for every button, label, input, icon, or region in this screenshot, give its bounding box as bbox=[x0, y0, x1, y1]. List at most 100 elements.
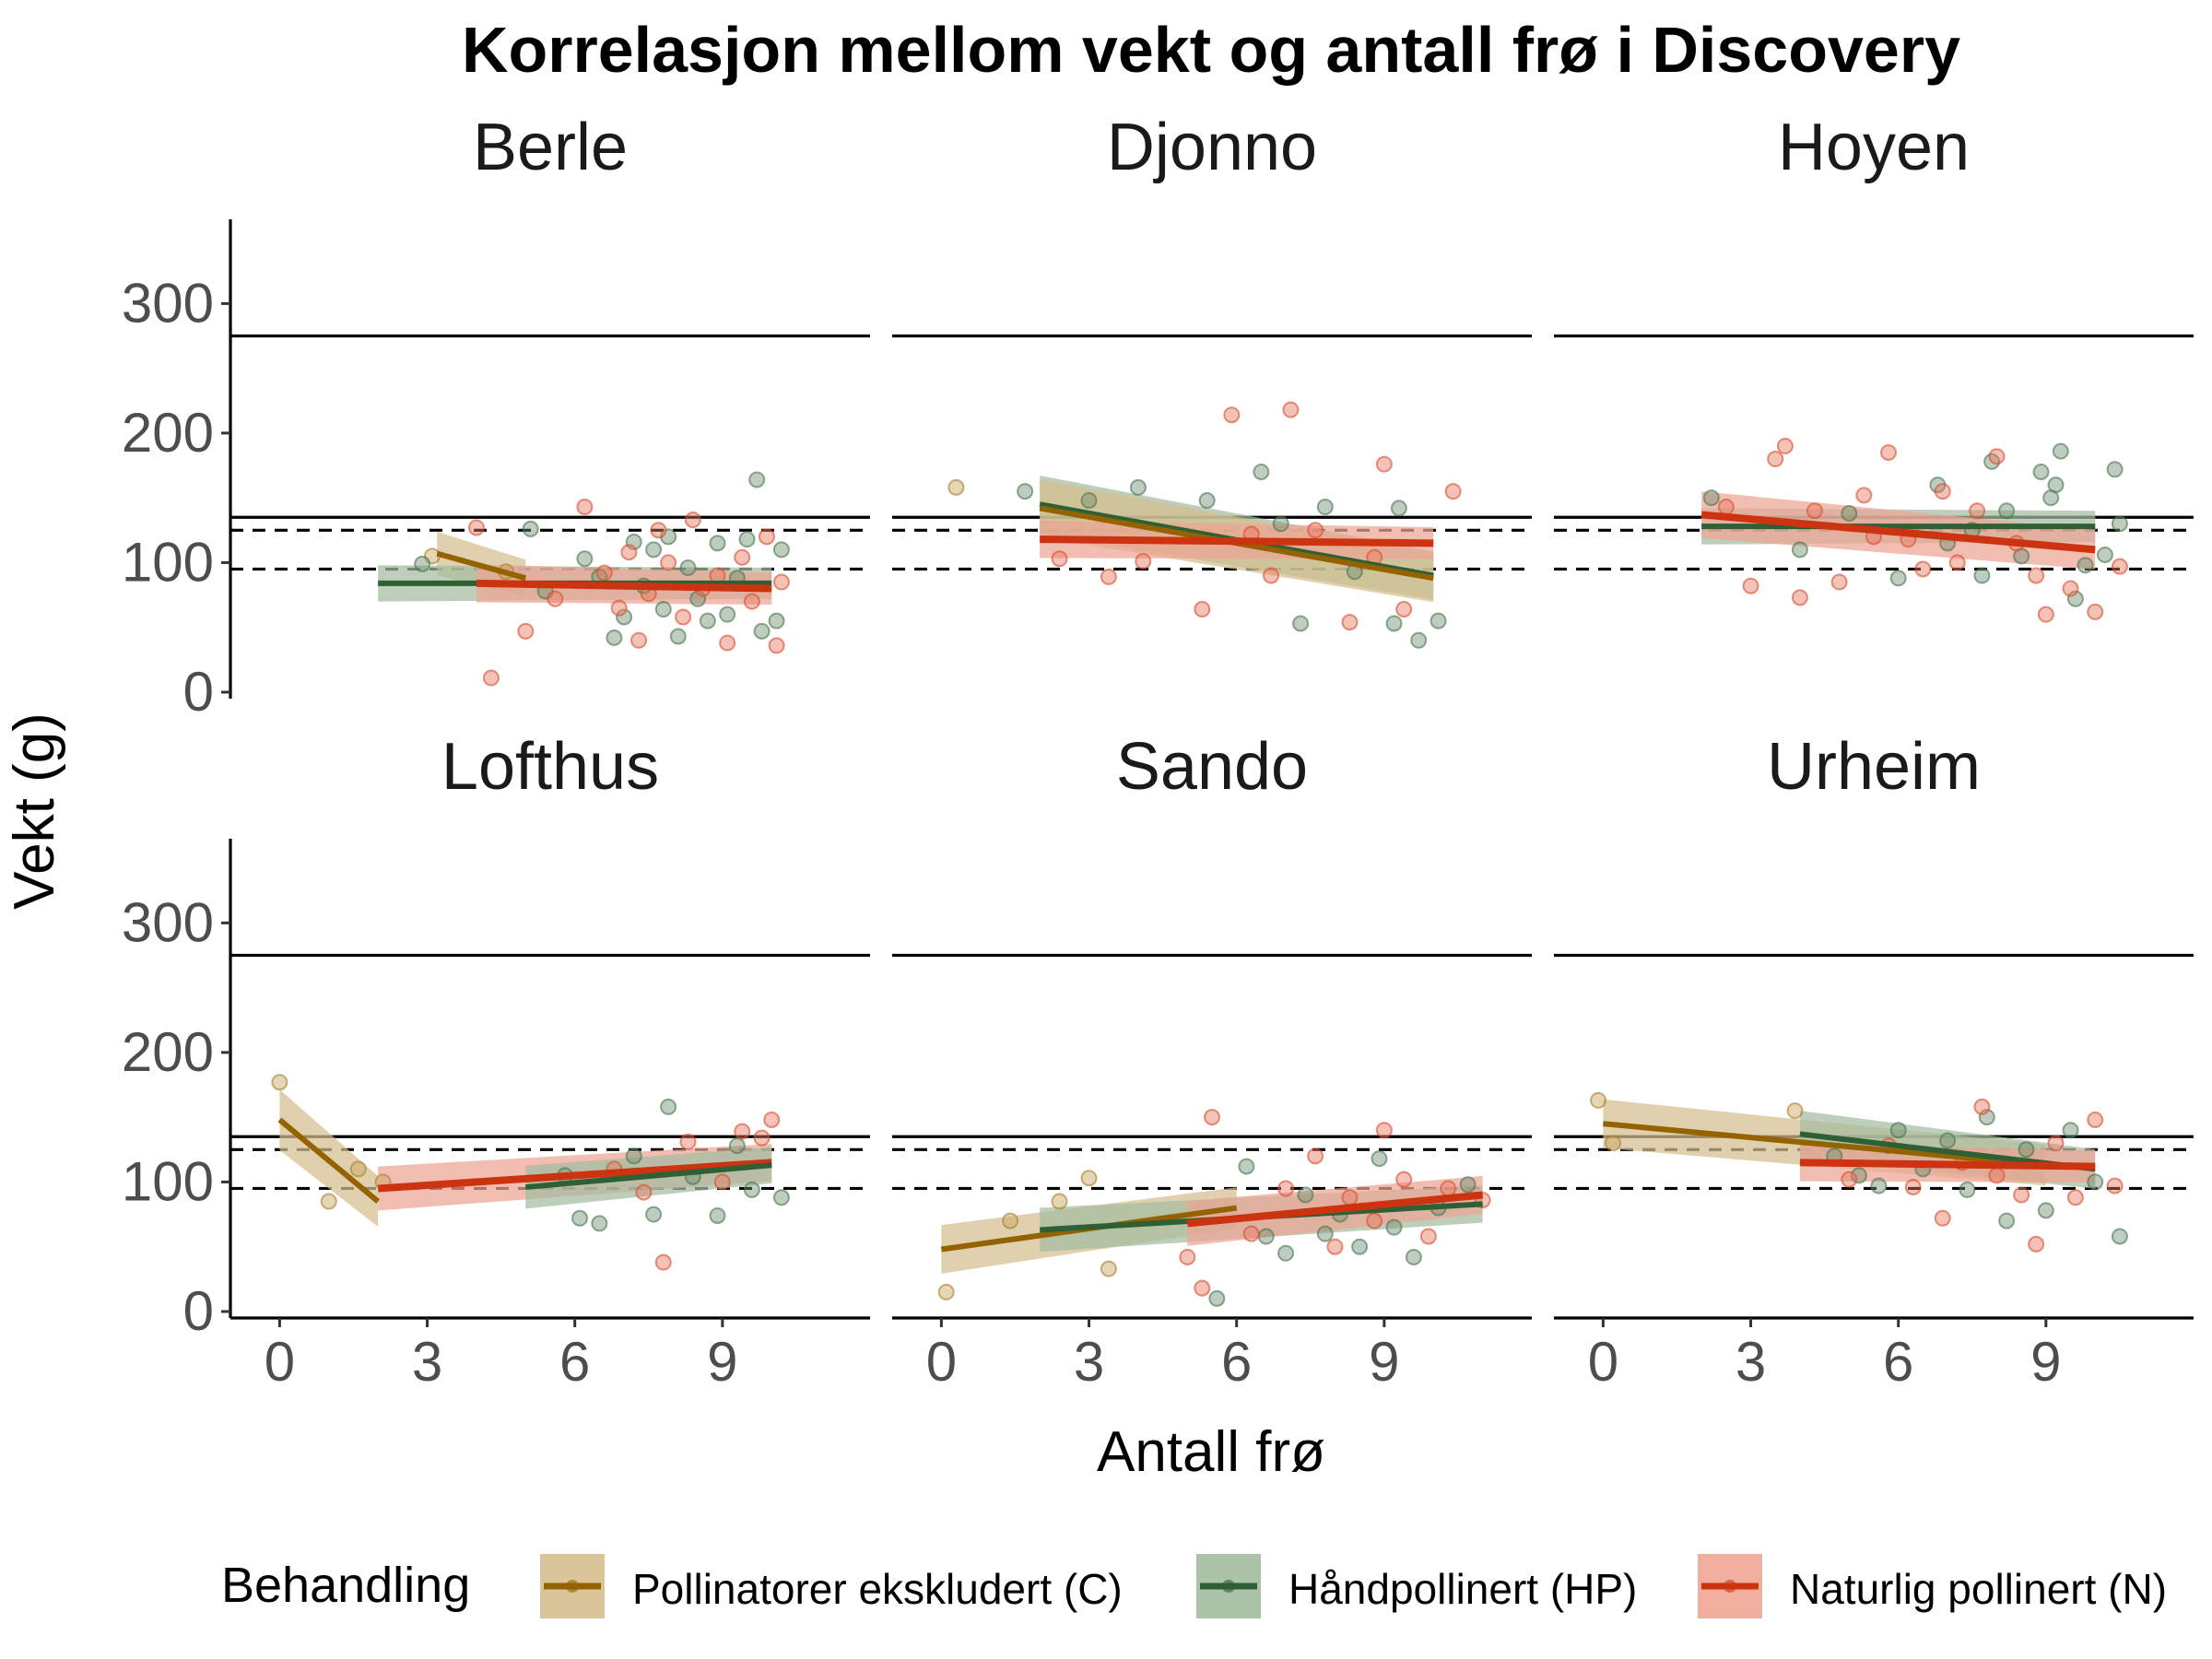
data-point-hp bbox=[728, 1137, 746, 1155]
data-point-n bbox=[719, 634, 736, 652]
data-point-hp bbox=[606, 629, 623, 646]
data-point-hp bbox=[1351, 1238, 1369, 1255]
data-point-n bbox=[768, 637, 785, 654]
data-point-n bbox=[1973, 1098, 1991, 1115]
data-point-hp bbox=[1080, 491, 1098, 509]
y-tick-label: 200 bbox=[122, 402, 214, 464]
data-point-n bbox=[610, 599, 628, 617]
data-point-n bbox=[547, 590, 564, 607]
data-point-n bbox=[1767, 451, 1784, 467]
legend-label: Naturlig pollinert (N) bbox=[1790, 1565, 2167, 1613]
data-point-hp bbox=[1430, 612, 1447, 629]
data-point-hp bbox=[1889, 570, 1907, 587]
data-point-n bbox=[1440, 1180, 1457, 1197]
x-axis-title: Antall frø bbox=[1097, 1420, 1325, 1484]
data-point-hp bbox=[772, 1189, 790, 1206]
x-tick-label: 6 bbox=[1221, 1331, 1252, 1393]
y-tick-label: 200 bbox=[122, 1021, 214, 1083]
data-point-n bbox=[517, 622, 535, 640]
x-tick-label: 3 bbox=[1735, 1331, 1766, 1393]
facet-strip-label: Djonno bbox=[1107, 111, 1317, 184]
data-point-n bbox=[763, 1111, 781, 1128]
data-point-n bbox=[650, 522, 667, 539]
facet-strip-label: Berle bbox=[473, 111, 628, 184]
data-point-hp bbox=[1870, 1177, 1888, 1194]
facet-panel-hoyen: Hoyen bbox=[1554, 111, 2194, 623]
data-point-c bbox=[320, 1193, 337, 1210]
data-point-n bbox=[1934, 1209, 1951, 1227]
data-point-hp bbox=[1238, 1158, 1255, 1175]
data-point-hp bbox=[1129, 478, 1147, 496]
data-point-c bbox=[1080, 1170, 1098, 1187]
y-tick-label: 300 bbox=[122, 891, 214, 953]
y-tick-label: 100 bbox=[122, 1150, 214, 1212]
data-point-n bbox=[1375, 455, 1393, 473]
data-point-hp bbox=[1385, 1218, 1403, 1236]
legend-entry-c: Pollinatorer ekskludert (C) bbox=[540, 1554, 1123, 1618]
data-point-n bbox=[1277, 1180, 1295, 1197]
data-point-hp bbox=[1939, 1132, 1957, 1149]
data-point-hp bbox=[1959, 1181, 1976, 1198]
data-point-hp bbox=[2037, 1202, 2054, 1219]
data-point-n bbox=[1855, 487, 1873, 504]
data-point-n bbox=[1263, 567, 1280, 584]
data-point-n bbox=[1194, 1279, 1211, 1297]
data-point-n bbox=[713, 1173, 731, 1191]
x-tick-label: 3 bbox=[1074, 1331, 1104, 1393]
data-point-hp bbox=[522, 520, 539, 537]
data-point-hp bbox=[576, 550, 594, 568]
data-point-n bbox=[2087, 1111, 2104, 1128]
data-point-n bbox=[1988, 448, 2006, 465]
data-point-n bbox=[654, 1253, 672, 1271]
data-point-hp bbox=[719, 606, 736, 623]
facet-strip-label: Lofthus bbox=[441, 730, 659, 804]
data-point-c bbox=[1590, 1091, 1607, 1109]
fit-line-c bbox=[1603, 1121, 2047, 1169]
data-point-hp bbox=[2032, 464, 2050, 481]
data-point-hp bbox=[709, 535, 726, 552]
data-point-n bbox=[1776, 437, 1794, 454]
y-tick-label: 300 bbox=[122, 272, 214, 334]
data-point-hp bbox=[738, 531, 756, 548]
data-point-hp bbox=[1850, 1167, 1867, 1184]
facet-panel-lofthus: Lofthus 0 100 200 300 0 3 6 9 bbox=[122, 730, 870, 1393]
data-point-c bbox=[1002, 1212, 1019, 1230]
x-tick-label: 6 bbox=[559, 1331, 590, 1393]
data-point-hp bbox=[1316, 1225, 1334, 1242]
data-point-n bbox=[2066, 1189, 2084, 1206]
data-point-n bbox=[1326, 1238, 1344, 1255]
data-point-n bbox=[675, 608, 692, 626]
data-point-n bbox=[1419, 1228, 1437, 1245]
x-tick-label: 9 bbox=[2030, 1331, 2061, 1393]
data-point-n bbox=[576, 499, 594, 515]
data-point-n bbox=[2028, 567, 2045, 584]
facet-strip-label: Hoyen bbox=[1778, 111, 1970, 184]
legend-entry-n: Naturlig pollinert (N) bbox=[1698, 1554, 2167, 1618]
data-point-hp bbox=[625, 1147, 642, 1165]
data-point-hp bbox=[2047, 477, 2065, 494]
data-point-c bbox=[349, 1160, 367, 1178]
fit-line-c bbox=[436, 550, 527, 582]
data-point-hp bbox=[669, 628, 687, 645]
legend: Behandling Pollinatorer ekskludert (C) Hå… bbox=[221, 1554, 2167, 1618]
legend-label: Håndpollinert (HP) bbox=[1288, 1565, 1637, 1613]
legend-entry-hp: Håndpollinert (HP) bbox=[1196, 1554, 1637, 1618]
data-point-n bbox=[2037, 606, 2054, 623]
data-point-n bbox=[1830, 573, 1848, 591]
data-point-n bbox=[753, 1129, 771, 1147]
data-point-n bbox=[595, 564, 613, 582]
x-tick-label: 0 bbox=[1588, 1331, 1618, 1393]
data-point-n bbox=[734, 548, 751, 566]
data-point-n bbox=[1791, 589, 1808, 606]
facet-panel-urheim: Urheim 0 3 6 9 bbox=[1554, 730, 2194, 1393]
data-point-hp bbox=[2111, 1228, 2128, 1245]
data-point-hp bbox=[2018, 1141, 2035, 1159]
data-point-hp bbox=[660, 1098, 677, 1115]
y-axis-title: Vekt (g) bbox=[3, 712, 66, 910]
data-point-n bbox=[467, 519, 485, 536]
data-point-hp bbox=[1272, 515, 1289, 533]
data-point-n bbox=[2087, 603, 2104, 620]
data-point-n bbox=[1051, 550, 1068, 568]
data-point-n bbox=[1717, 499, 1735, 515]
